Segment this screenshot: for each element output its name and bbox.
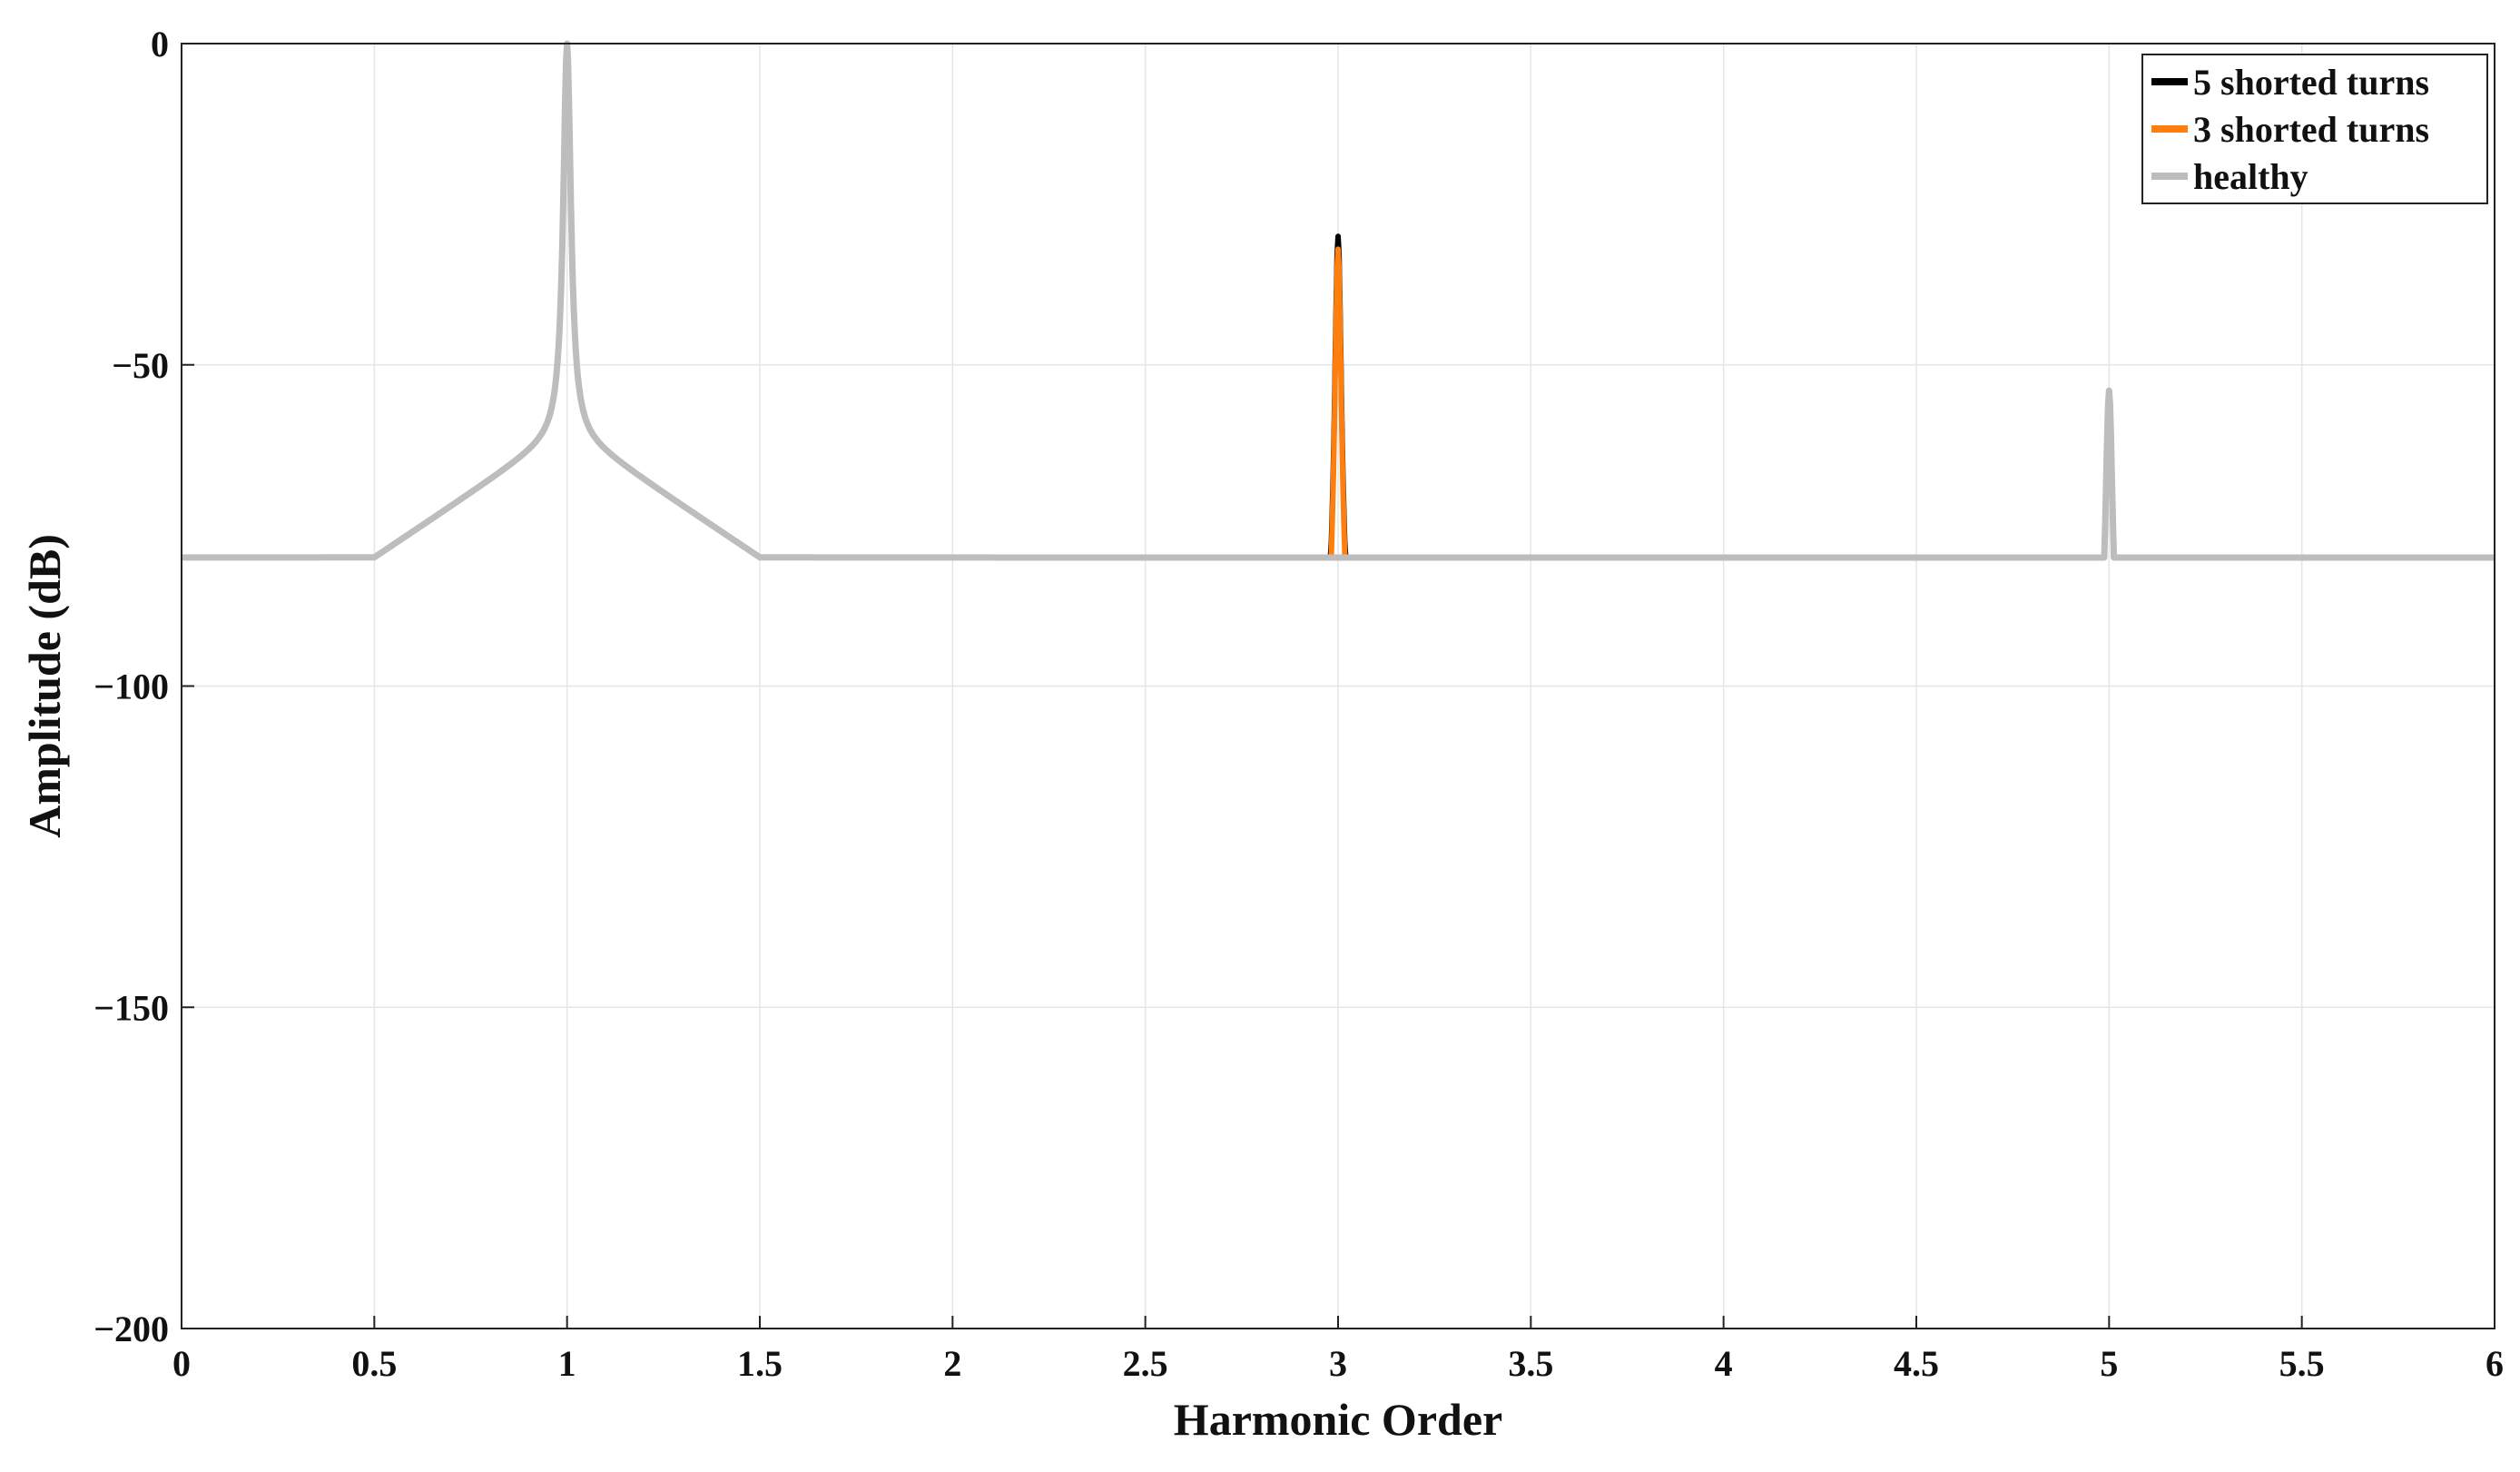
x-tick-label: 1.5	[737, 1343, 783, 1384]
x-tick-label: 2	[943, 1343, 961, 1384]
legend-label: 3 shorted turns	[2193, 109, 2429, 150]
y-tick-label: −150	[94, 987, 169, 1028]
x-tick-label: 0	[172, 1343, 191, 1384]
x-tick-label: 2.5	[1123, 1343, 1168, 1384]
legend-box	[2141, 54, 2488, 204]
x-tick-label: 0.5	[351, 1343, 397, 1384]
legend-label: healthy	[2193, 156, 2308, 197]
x-tick-label: 6	[2486, 1343, 2504, 1384]
x-axis-label: Harmonic Order	[1174, 1394, 1502, 1445]
legend: 5 shorted turns 3 shorted turns healthy	[2141, 54, 2488, 204]
y-axis-label: Amplitude (dB)	[19, 534, 70, 838]
ticks: 0 0.5 1 1.5 2 2.5 3 3.5 4 4.5 5 5.5 6 0 −50 −100 −150 −20…	[94, 24, 2504, 1384]
y-tick-label: −200	[94, 1309, 169, 1349]
x-tick-label: 3.5	[1508, 1343, 1553, 1384]
x-tick-label: 3	[1329, 1343, 1347, 1384]
y-tick-label: 0	[151, 24, 169, 64]
y-tick-label: −100	[94, 667, 169, 707]
legend-label: 5 shorted turns	[2193, 62, 2429, 103]
x-tick-label: 4.5	[1894, 1343, 1939, 1384]
x-tick-label: 4	[1715, 1343, 1733, 1384]
x-tick-label: 1	[558, 1343, 576, 1384]
x-tick-label: 5.5	[2279, 1343, 2325, 1384]
y-tick-label: −50	[112, 345, 169, 386]
x-tick-label: 5	[2100, 1343, 2118, 1384]
